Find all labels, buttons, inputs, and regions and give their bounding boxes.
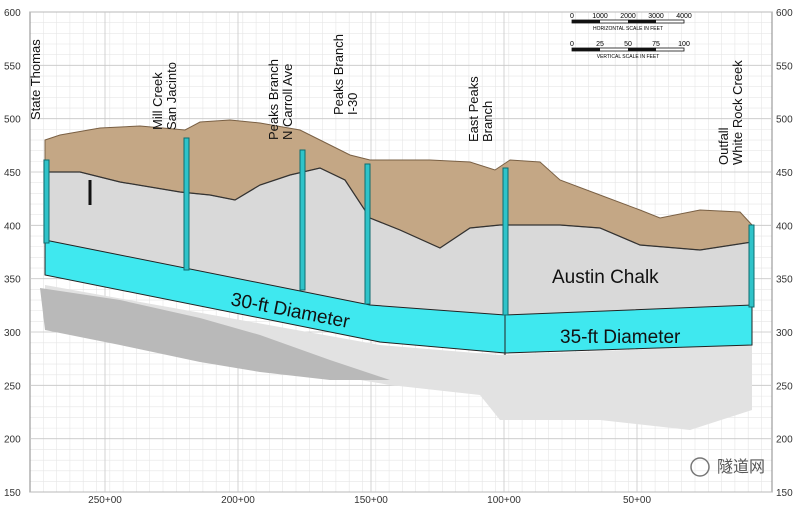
y-tick-label: 400 [4, 221, 21, 232]
shaft-label: Branch [480, 101, 495, 142]
shaft-label: Peaks Branch [331, 34, 346, 115]
shaft [364, 163, 371, 305]
scale-caption: HORIZONTAL SCALE IN FEET [593, 26, 663, 32]
shaft [43, 159, 50, 244]
tunnel-label: 35-ft Diameter [560, 327, 681, 348]
shafts [43, 137, 755, 316]
lower-rock [45, 285, 752, 430]
y-tick-label: 250 [4, 381, 21, 392]
y-tick-label: 500 [4, 115, 21, 126]
rock-label: Austin Chalk [552, 267, 659, 288]
shaft-label: Outfall [716, 127, 731, 165]
shaft [748, 224, 755, 308]
station-label: 150+00 [354, 495, 388, 506]
y2-tick-label: 450 [776, 168, 793, 179]
shaft [299, 149, 306, 291]
shaft [183, 137, 190, 271]
y-tick-label: 350 [4, 275, 21, 286]
scale-tick-label: 4000 [676, 13, 692, 20]
station-label: 250+00 [88, 495, 122, 506]
shaft-label: East Peaks [466, 76, 481, 142]
scale-tick-label: 3000 [648, 13, 664, 20]
watermark-icon [690, 457, 710, 477]
scale-tick-label: 2000 [620, 13, 636, 20]
station-label: 100+00 [487, 495, 521, 506]
dark-rock [40, 288, 390, 380]
station-label: 200+00 [221, 495, 255, 506]
y2-tick-label: 250 [776, 381, 793, 392]
shaft-label: Peaks Branch [266, 59, 281, 140]
shaft-label: N Carroll Ave [280, 64, 295, 140]
scale-tick-label: 0 [570, 13, 574, 20]
scale-tick-label: 1000 [592, 13, 608, 20]
station-label: 50+00 [623, 495, 652, 506]
scale-bar-fill [572, 48, 600, 51]
scale-tick-label: 25 [596, 41, 604, 48]
y-tick-label: 200 [4, 435, 21, 446]
y-tick-label: 600 [4, 8, 21, 19]
y2-tick-label: 500 [776, 115, 793, 126]
scale-tick-label: 100 [678, 41, 690, 48]
shaft-label: I-30 [345, 93, 360, 115]
watermark: 隧道网 [717, 458, 765, 476]
y-tick-label: 450 [4, 168, 21, 179]
scale-bar-fill [628, 48, 656, 51]
scale-tick-label: 75 [652, 41, 660, 48]
y-tick-label: 300 [4, 328, 21, 339]
scale-bar-fill [628, 20, 656, 23]
y-tick-label: 550 [4, 61, 21, 72]
shaft-label: Mill Creek [150, 72, 165, 130]
shaft-label: White Rock Creek [730, 60, 745, 165]
y2-tick-label: 350 [776, 275, 793, 286]
scale-bar-fill [572, 20, 600, 23]
shaft-label: San Jacinto [164, 62, 179, 130]
shaft-label: State Thomas [28, 39, 43, 120]
austin-chalk [45, 168, 752, 315]
y2-tick-label: 400 [776, 221, 793, 232]
scale-tick-label: 50 [624, 41, 632, 48]
scale-tick-label: 0 [570, 41, 574, 48]
y2-tick-label: 550 [776, 61, 793, 72]
y-tick-label: 150 [4, 488, 21, 499]
y2-tick-label: 300 [776, 328, 793, 339]
scale-caption: VERTICAL SCALE IN FEET [597, 54, 660, 60]
y2-tick-label: 150 [776, 488, 793, 499]
tunnel [44, 239, 753, 354]
y2-tick-label: 600 [776, 8, 793, 19]
y2-tick-label: 200 [776, 435, 793, 446]
shaft [502, 167, 509, 316]
